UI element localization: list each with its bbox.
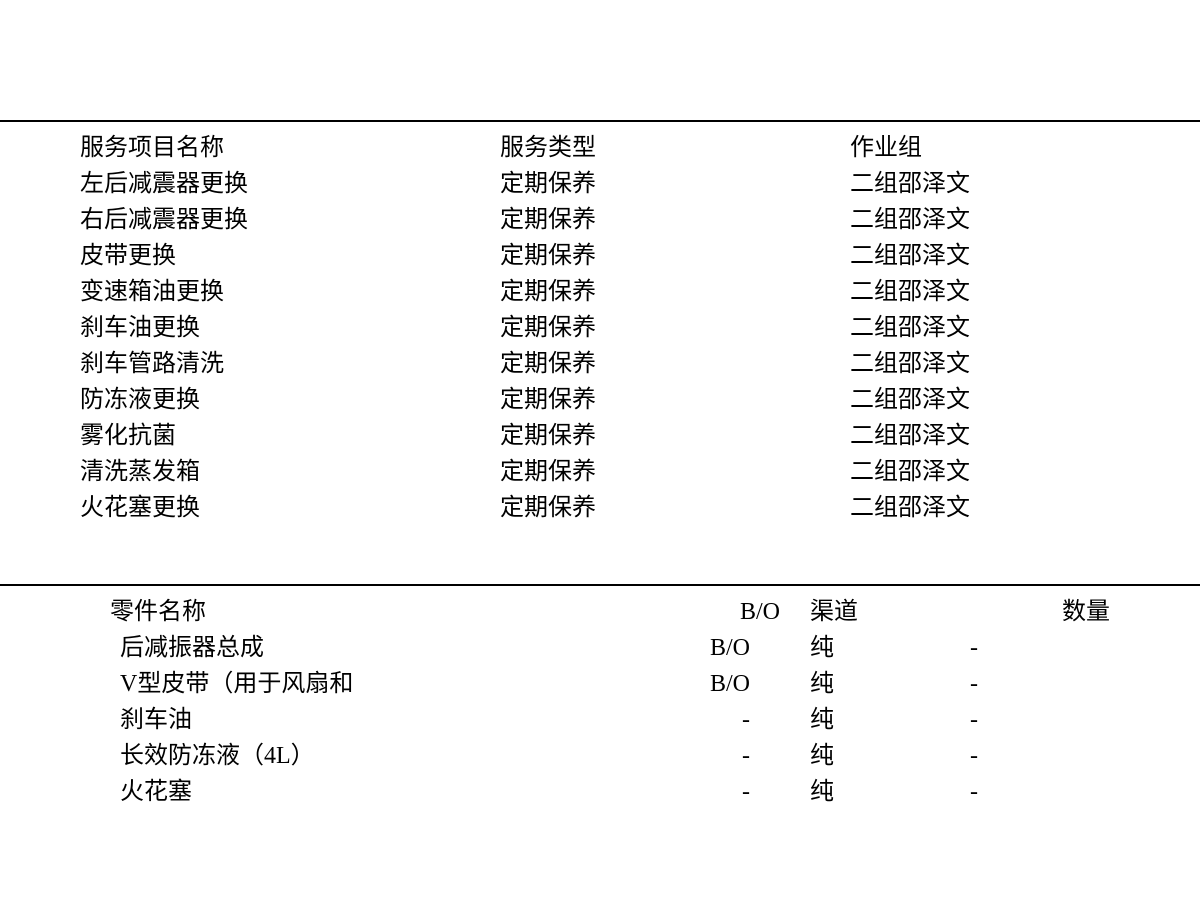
service-cell-name: 防冻液更换 bbox=[80, 382, 500, 418]
service-table-header: 服务项目名称 服务类型 作业组 bbox=[80, 130, 1140, 166]
service-row: 皮带更换定期保养二组邵泽文 bbox=[80, 238, 1140, 274]
service-cell-type: 定期保养 bbox=[500, 454, 850, 490]
parts-table: 零件名称 B/O 渠道 数量 后减振器总成B/O纯-V型皮带（用于风扇和B/O纯… bbox=[0, 586, 1200, 810]
parts-row: 后减振器总成B/O纯- bbox=[110, 630, 1140, 666]
service-cell-type: 定期保养 bbox=[500, 202, 850, 238]
service-cell-type: 定期保养 bbox=[500, 490, 850, 526]
service-cell-type: 定期保养 bbox=[500, 346, 850, 382]
parts-cell-channel: 纯 bbox=[780, 666, 910, 702]
service-cell-name: 刹车油更换 bbox=[80, 310, 500, 346]
service-row: 清洗蒸发箱定期保养二组邵泽文 bbox=[80, 454, 1140, 490]
service-cell-name: 刹车管路清洗 bbox=[80, 346, 500, 382]
parts-cell-name: 长效防冻液（4L） bbox=[110, 738, 620, 774]
service-row: 刹车油更换定期保养二组邵泽文 bbox=[80, 310, 1140, 346]
service-header-group: 作业组 bbox=[850, 130, 1100, 166]
service-row: 雾化抗菌定期保养二组邵泽文 bbox=[80, 418, 1140, 454]
parts-cell-channel: 纯 bbox=[780, 774, 910, 810]
parts-header-bo: B/O bbox=[650, 594, 780, 630]
parts-header-channel: 渠道 bbox=[780, 594, 910, 630]
parts-cell-bo: - bbox=[620, 774, 780, 810]
parts-table-header: 零件名称 B/O 渠道 数量 bbox=[110, 594, 1140, 630]
parts-row: V型皮带（用于风扇和B/O纯- bbox=[110, 666, 1140, 702]
parts-cell-bo: B/O bbox=[620, 666, 780, 702]
service-row: 刹车管路清洗定期保养二组邵泽文 bbox=[80, 346, 1140, 382]
service-row: 变速箱油更换定期保养二组邵泽文 bbox=[80, 274, 1140, 310]
service-row: 右后减震器更换定期保养二组邵泽文 bbox=[80, 202, 1140, 238]
service-cell-type: 定期保养 bbox=[500, 418, 850, 454]
parts-cell-channel: 纯 bbox=[780, 630, 910, 666]
service-cell-name: 雾化抗菌 bbox=[80, 418, 500, 454]
service-cell-group: 二组邵泽文 bbox=[850, 202, 1100, 238]
service-cell-group: 二组邵泽文 bbox=[850, 274, 1100, 310]
parts-cell-qty: - bbox=[910, 774, 1140, 810]
parts-row: 火花塞-纯- bbox=[110, 774, 1140, 810]
parts-cell-qty: - bbox=[910, 666, 1140, 702]
service-cell-name: 变速箱油更换 bbox=[80, 274, 500, 310]
service-cell-group: 二组邵泽文 bbox=[850, 418, 1100, 454]
service-header-type: 服务类型 bbox=[500, 130, 850, 166]
service-cell-group: 二组邵泽文 bbox=[850, 346, 1100, 382]
service-cell-group: 二组邵泽文 bbox=[850, 310, 1100, 346]
service-cell-type: 定期保养 bbox=[500, 310, 850, 346]
service-row: 防冻液更换定期保养二组邵泽文 bbox=[80, 382, 1140, 418]
service-cell-type: 定期保养 bbox=[500, 382, 850, 418]
parts-cell-qty: - bbox=[910, 738, 1140, 774]
service-header-name: 服务项目名称 bbox=[80, 130, 500, 166]
service-cell-name: 右后减震器更换 bbox=[80, 202, 500, 238]
service-cell-group: 二组邵泽文 bbox=[850, 490, 1100, 526]
service-table: 服务项目名称 服务类型 作业组 左后减震器更换定期保养二组邵泽文右后减震器更换定… bbox=[0, 122, 1200, 534]
parts-cell-name: 刹车油 bbox=[110, 702, 620, 738]
service-row: 左后减震器更换定期保养二组邵泽文 bbox=[80, 166, 1140, 202]
service-cell-name: 清洗蒸发箱 bbox=[80, 454, 500, 490]
service-cell-group: 二组邵泽文 bbox=[850, 166, 1100, 202]
parts-cell-channel: 纯 bbox=[780, 738, 910, 774]
parts-header-name: 零件名称 bbox=[110, 594, 650, 630]
service-cell-group: 二组邵泽文 bbox=[850, 382, 1100, 418]
service-cell-name: 皮带更换 bbox=[80, 238, 500, 274]
service-row: 火花塞更换定期保养二组邵泽文 bbox=[80, 490, 1140, 526]
service-cell-type: 定期保养 bbox=[500, 238, 850, 274]
parts-header-qty: 数量 bbox=[910, 594, 1140, 630]
parts-row: 长效防冻液（4L）-纯- bbox=[110, 738, 1140, 774]
service-cell-type: 定期保养 bbox=[500, 274, 850, 310]
parts-cell-bo: B/O bbox=[620, 630, 780, 666]
service-cell-name: 火花塞更换 bbox=[80, 490, 500, 526]
table-gap bbox=[0, 534, 1200, 584]
service-cell-group: 二组邵泽文 bbox=[850, 238, 1100, 274]
service-cell-type: 定期保养 bbox=[500, 166, 850, 202]
parts-cell-name: 火花塞 bbox=[110, 774, 620, 810]
parts-cell-name: V型皮带（用于风扇和 bbox=[110, 666, 620, 702]
parts-row: 刹车油-纯- bbox=[110, 702, 1140, 738]
parts-cell-qty: - bbox=[910, 702, 1140, 738]
parts-cell-name: 后减振器总成 bbox=[110, 630, 620, 666]
parts-cell-channel: 纯 bbox=[780, 702, 910, 738]
service-cell-group: 二组邵泽文 bbox=[850, 454, 1100, 490]
parts-cell-bo: - bbox=[620, 702, 780, 738]
service-cell-name: 左后减震器更换 bbox=[80, 166, 500, 202]
parts-cell-bo: - bbox=[620, 738, 780, 774]
parts-cell-qty: - bbox=[910, 630, 1140, 666]
